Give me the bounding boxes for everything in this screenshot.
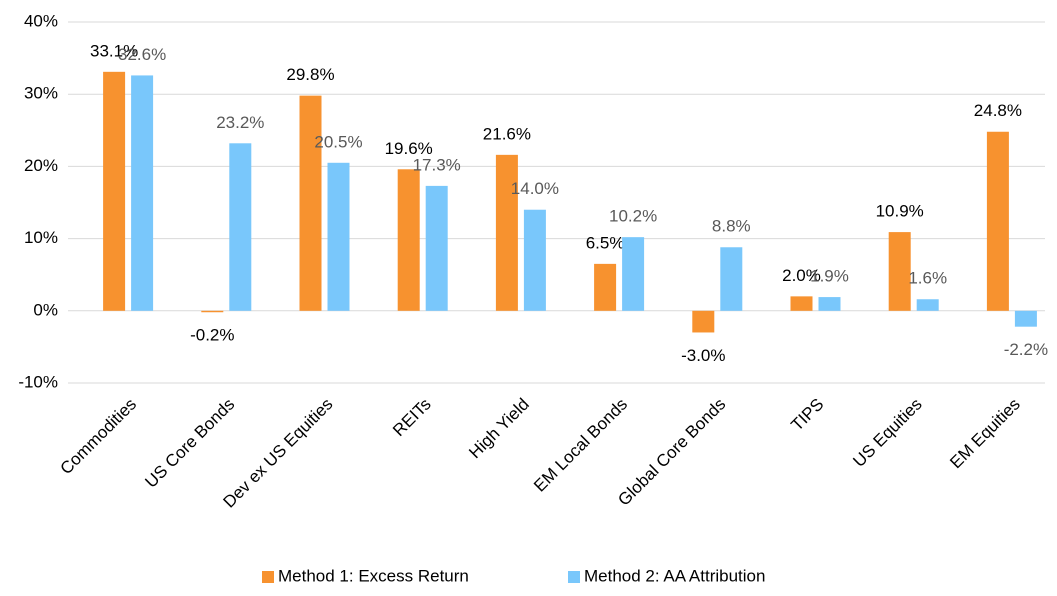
data-label: 1.9% bbox=[810, 267, 849, 286]
legend-swatch bbox=[262, 571, 274, 583]
data-label: 2.0% bbox=[782, 266, 821, 285]
y-tick-label: 40% bbox=[24, 11, 58, 30]
data-label: 10.2% bbox=[609, 207, 657, 226]
data-label: 32.6% bbox=[118, 45, 166, 64]
x-tick-label: TIPS bbox=[787, 395, 827, 435]
bar bbox=[327, 162, 350, 311]
x-tick-label: Dev ex US Equities bbox=[220, 395, 337, 512]
data-label: 1.6% bbox=[908, 269, 947, 288]
data-label: 19.6% bbox=[385, 139, 433, 158]
data-label: 14.0% bbox=[511, 179, 559, 198]
bar bbox=[790, 296, 813, 311]
data-label: 33.1% bbox=[90, 41, 138, 60]
x-tick-label: EM Equities bbox=[946, 395, 1024, 473]
legend-swatch bbox=[568, 571, 580, 583]
y-tick-label: 10% bbox=[24, 228, 58, 247]
bar bbox=[692, 310, 715, 333]
bar bbox=[131, 75, 154, 311]
bar bbox=[986, 131, 1009, 311]
data-label: 20.5% bbox=[314, 132, 362, 151]
bar bbox=[103, 71, 126, 311]
bar bbox=[888, 232, 911, 311]
bar bbox=[495, 154, 518, 311]
data-label: 21.6% bbox=[483, 124, 531, 143]
bar bbox=[1014, 310, 1037, 327]
data-label: 29.8% bbox=[286, 65, 334, 84]
bar bbox=[201, 310, 224, 313]
x-tick-label: Global Core Bonds bbox=[614, 395, 729, 510]
bar bbox=[523, 209, 546, 311]
data-label: 10.9% bbox=[876, 202, 924, 221]
bar bbox=[720, 247, 743, 311]
data-label: -3.0% bbox=[681, 346, 725, 365]
bar bbox=[916, 299, 939, 311]
bar bbox=[229, 143, 252, 311]
data-label: 8.8% bbox=[712, 217, 751, 236]
data-label: 17.3% bbox=[413, 155, 461, 174]
data-label: -2.2% bbox=[1004, 340, 1048, 359]
y-tick-label: 20% bbox=[24, 156, 58, 175]
bar bbox=[425, 185, 448, 311]
data-label: 23.2% bbox=[216, 113, 264, 132]
legend-label: Method 2: AA Attribution bbox=[584, 566, 765, 585]
bar bbox=[299, 95, 322, 311]
bar bbox=[622, 237, 645, 311]
y-tick-label: 30% bbox=[24, 84, 58, 103]
x-tick-label: US Equities bbox=[849, 395, 925, 471]
data-label: 6.5% bbox=[586, 233, 625, 252]
data-label: 24.8% bbox=[974, 101, 1022, 120]
data-label: -0.2% bbox=[190, 326, 234, 345]
x-tick-label: High Yield bbox=[465, 395, 533, 463]
bar bbox=[594, 263, 617, 311]
bar bbox=[818, 297, 841, 311]
y-tick-label: 0% bbox=[33, 300, 58, 319]
x-tick-label: EM Local Bonds bbox=[530, 395, 631, 496]
x-tick-label: REITs bbox=[389, 395, 434, 440]
x-tick-label: US Core Bonds bbox=[141, 395, 238, 492]
y-tick-label: -10% bbox=[18, 372, 58, 391]
x-tick-label: Commodities bbox=[57, 395, 141, 479]
bar bbox=[397, 169, 420, 311]
legend-label: Method 1: Excess Return bbox=[278, 566, 469, 585]
